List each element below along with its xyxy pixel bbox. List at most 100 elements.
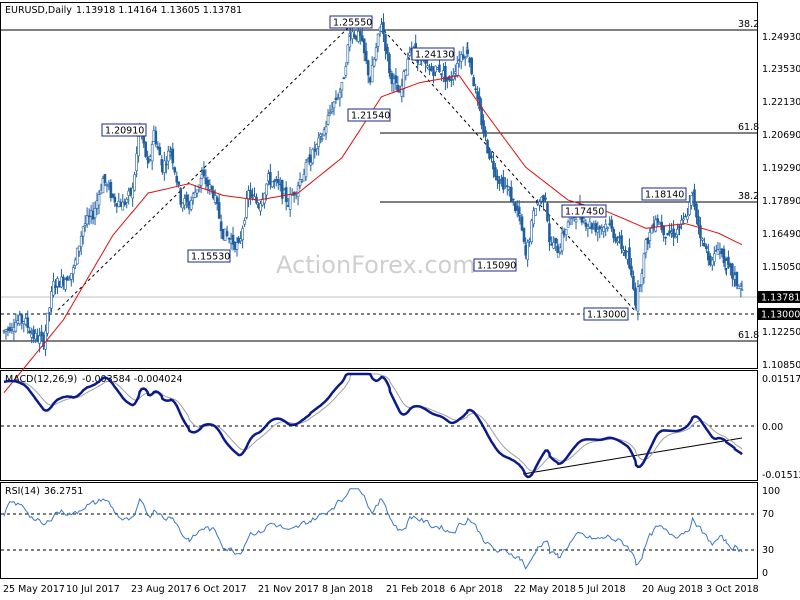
candle-body	[320, 138, 324, 140]
candle-body	[526, 241, 529, 260]
candle-body	[206, 179, 210, 187]
candle-body	[93, 208, 97, 219]
candle-body	[276, 179, 280, 184]
candle-body	[4, 329, 8, 332]
candle-body	[390, 73, 394, 84]
candle-body	[163, 160, 166, 173]
candle-body	[288, 194, 292, 210]
rsi-title: RSI(14)	[5, 486, 40, 497]
candle-body	[304, 162, 308, 178]
candle-body	[336, 97, 340, 100]
candle-body	[171, 148, 175, 164]
candle-body	[64, 279, 67, 290]
price-tick: 1.10850	[762, 360, 800, 371]
current-price-tag: 1.13781	[758, 291, 800, 304]
date-tick: 10 Jul 2017	[66, 584, 120, 595]
candle-body	[636, 286, 640, 312]
macd-values: -0.003584 -0.004024	[82, 374, 183, 385]
candle-body	[370, 64, 374, 83]
candle-body	[666, 232, 669, 236]
candle-body	[311, 148, 315, 164]
candle-body	[386, 47, 389, 55]
candle-body	[40, 331, 43, 337]
candle-body	[650, 228, 654, 234]
candle-body	[103, 174, 107, 183]
date-axis: 25 May 2017 10 Jul 2017 23 Aug 2017 6 Oc…	[3, 584, 759, 595]
candle-body	[75, 247, 79, 265]
candle-body	[582, 218, 586, 222]
uptrend-line	[57, 25, 351, 311]
candle-body	[263, 192, 266, 204]
candle-body	[604, 223, 608, 229]
candle-body	[522, 228, 526, 242]
candle-body	[722, 248, 726, 264]
rsi-line	[3, 488, 743, 570]
candle-body	[630, 265, 633, 276]
candle-body	[241, 228, 244, 241]
candle-body	[574, 218, 578, 223]
candle-body	[400, 85, 404, 97]
candle-body	[634, 288, 637, 306]
date-tick: 6 Oct 2017	[194, 584, 247, 595]
candle-body	[532, 210, 535, 225]
candle-body	[384, 34, 387, 52]
svg-text:1.15090: 1.15090	[477, 261, 516, 272]
date-tick: 6 Apr 2018	[450, 584, 503, 595]
candle-body	[302, 173, 306, 182]
header-ohlc: 1.13918 1.14164 1.13605 1.13781	[76, 5, 242, 16]
annotation-1-25550: 1.25550	[329, 15, 373, 29]
candle-body	[450, 79, 453, 81]
candle-body	[602, 226, 606, 232]
candle-body	[488, 149, 491, 159]
candle-body	[554, 237, 557, 244]
candle-body	[682, 218, 685, 221]
candle-body	[727, 256, 730, 265]
candle-body	[83, 223, 87, 226]
candle-body	[515, 205, 519, 211]
candle-body	[688, 201, 691, 215]
svg-text:1.25550: 1.25550	[333, 18, 372, 29]
candle-body	[520, 216, 524, 231]
candle-body	[716, 249, 720, 255]
candle-body	[79, 235, 83, 247]
date-tick: 20 Aug 2018	[642, 584, 703, 595]
candle-body	[324, 126, 328, 134]
candle-body	[366, 60, 370, 76]
date-tick: 23 Aug 2017	[131, 584, 192, 595]
candle-body	[494, 167, 497, 178]
candle-body	[101, 178, 105, 194]
candle-body	[396, 85, 400, 93]
candle-body	[328, 111, 332, 114]
candle-body	[502, 176, 505, 190]
candle-body	[342, 77, 346, 80]
candle-body	[251, 194, 254, 196]
candle-body	[646, 238, 650, 244]
candle-body	[476, 91, 479, 99]
svg-text:1.20910: 1.20910	[105, 126, 144, 137]
candle-body	[426, 65, 429, 68]
candle-body	[158, 147, 162, 156]
candle-body	[498, 180, 501, 184]
candle-body	[656, 218, 660, 223]
candle-body	[628, 247, 631, 269]
price-tick: 1.12250	[762, 327, 800, 338]
candle-body	[534, 208, 537, 216]
candle-body	[133, 174, 136, 191]
candle-body	[69, 273, 73, 280]
candle-body	[317, 137, 321, 147]
price-tick: 1.15050	[762, 262, 800, 273]
candle-body	[408, 52, 412, 56]
candle-body	[506, 185, 509, 188]
macd-main-line	[3, 372, 743, 479]
candle-body	[388, 54, 391, 74]
svg-text:1.15530: 1.15530	[191, 252, 230, 263]
candle-body	[338, 91, 342, 99]
candle-body	[52, 280, 55, 296]
candle-body	[20, 314, 24, 323]
candle-body	[111, 193, 115, 198]
candle-body	[185, 194, 188, 202]
candle-body	[227, 237, 231, 240]
rsi-panel	[0, 482, 758, 579]
date-tick: 21 Feb 2018	[386, 584, 445, 595]
